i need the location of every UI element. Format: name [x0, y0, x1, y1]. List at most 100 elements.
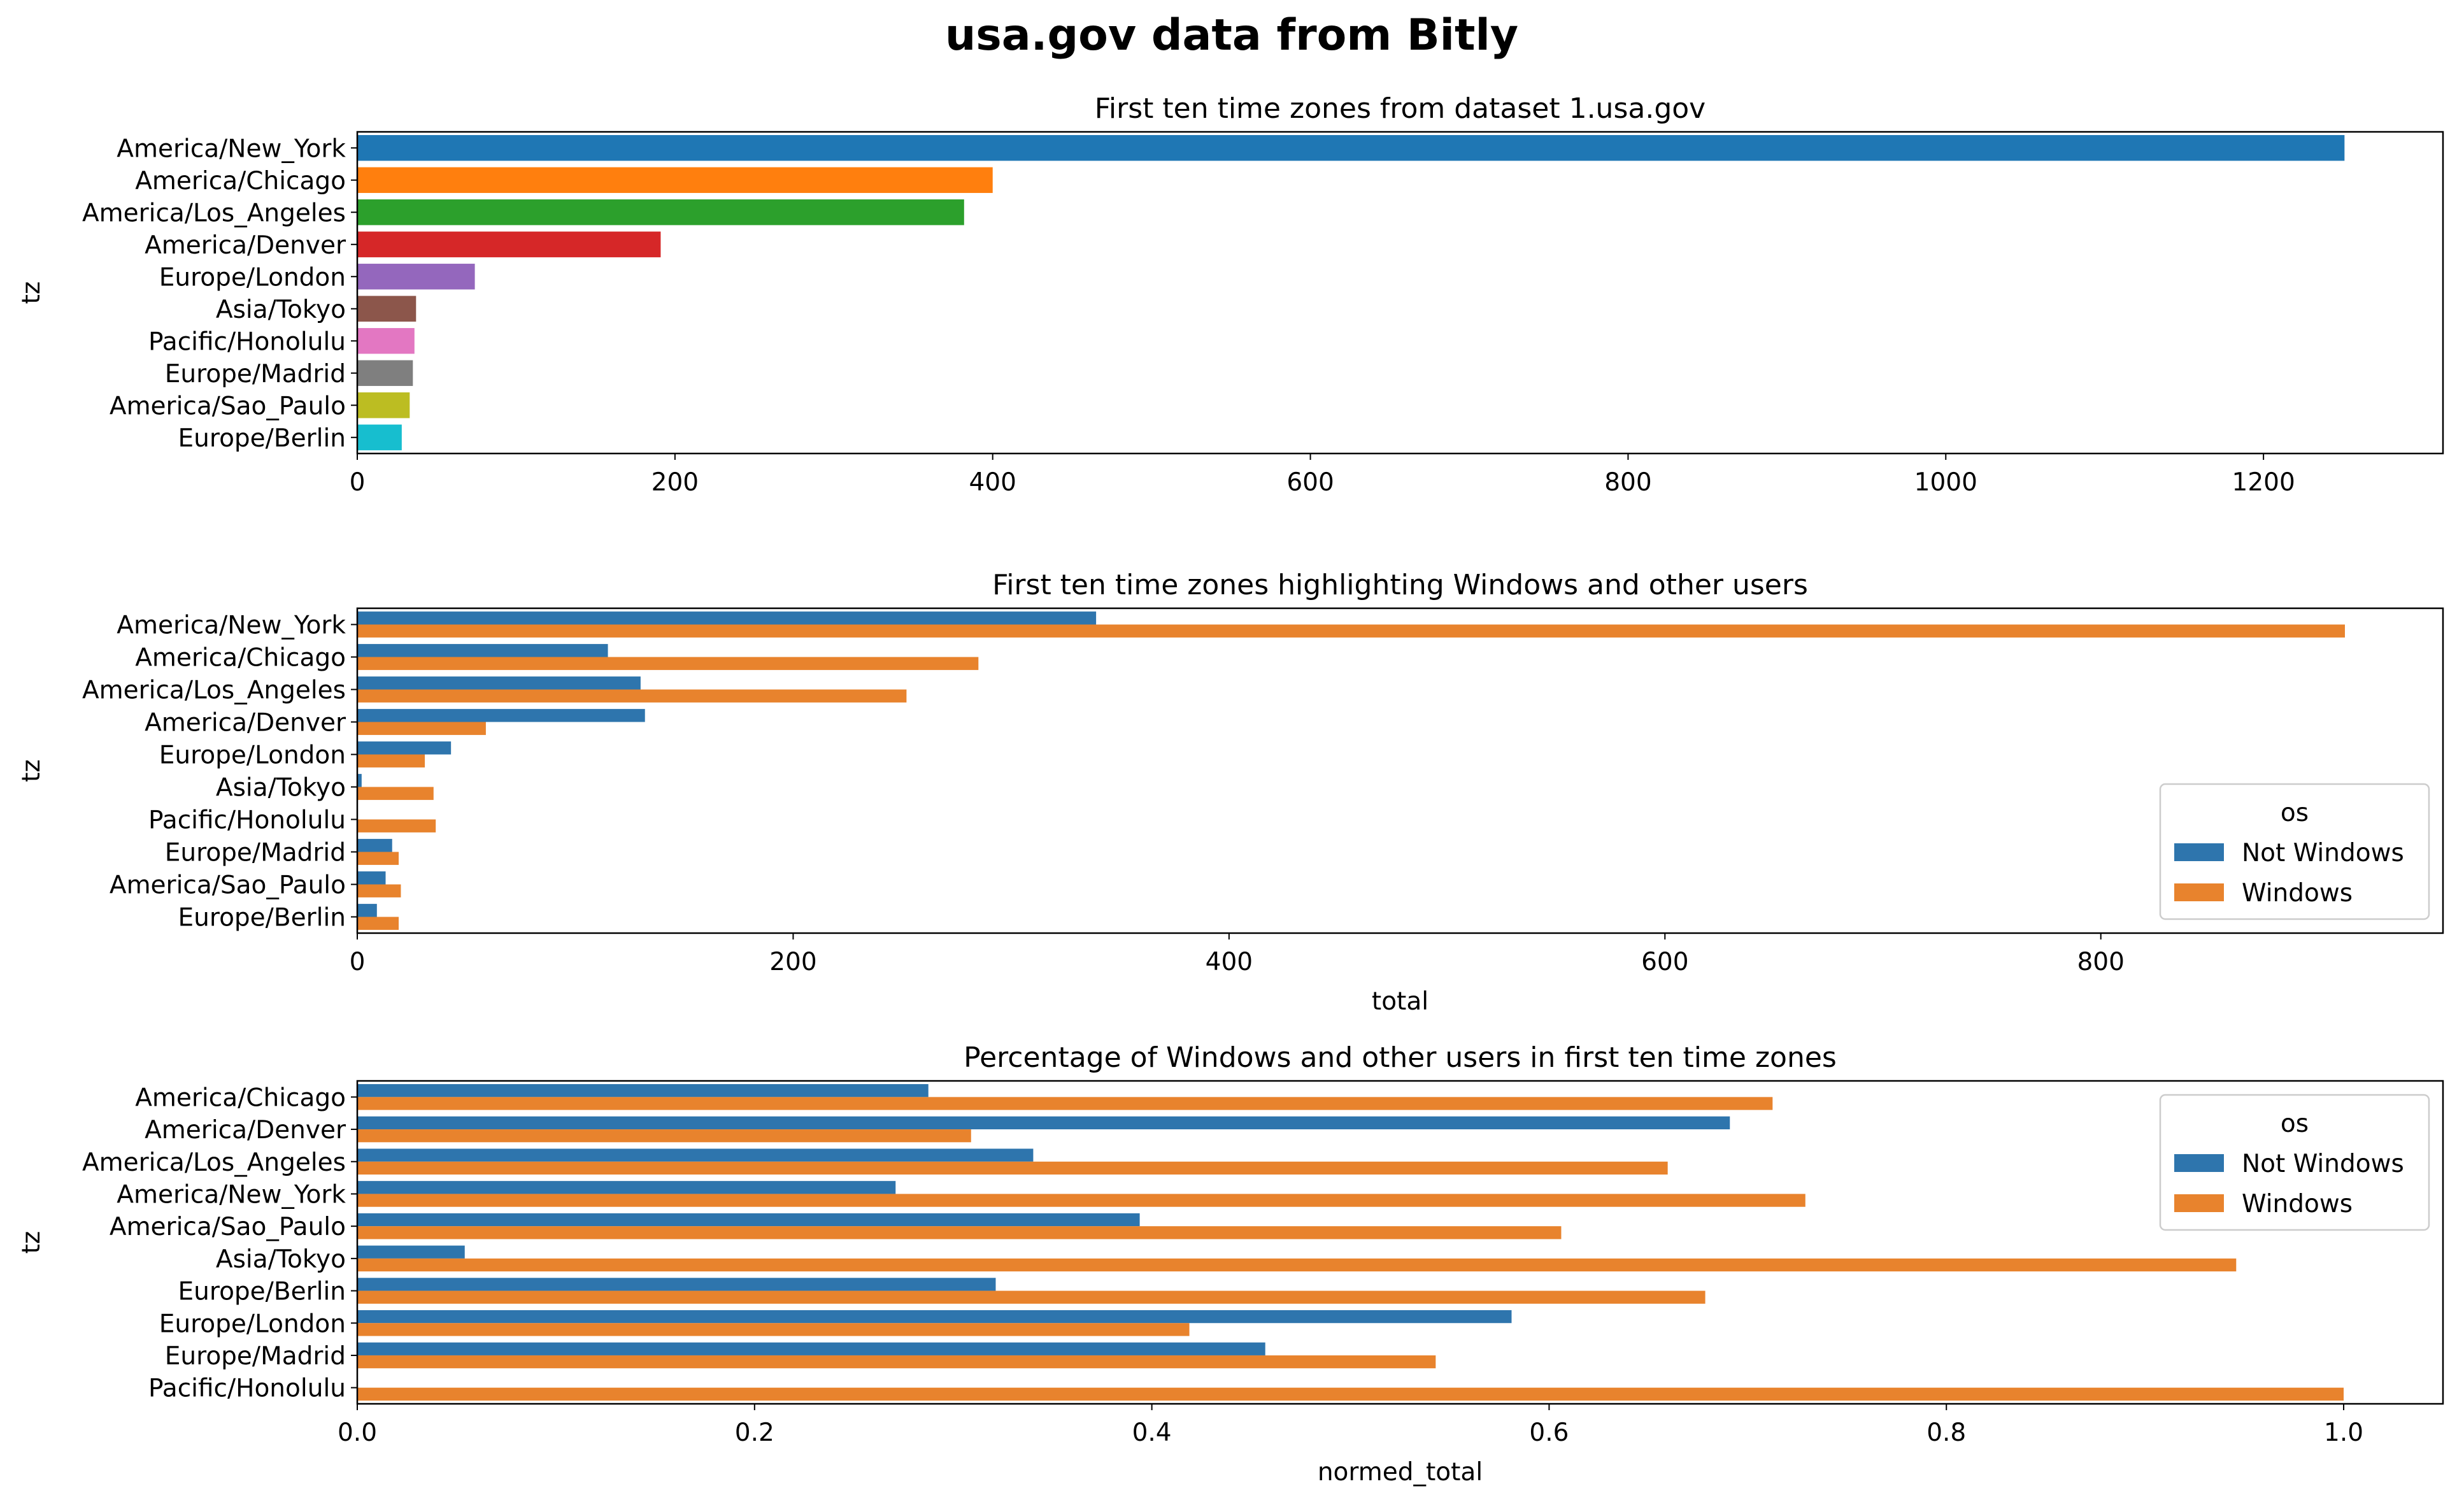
y-axis-label: tz [17, 282, 46, 304]
axes-title: Percentage of Windows and other users in… [964, 1041, 1837, 1074]
ytick-label-america-los-angeles: America/Los_Angeles [82, 1148, 346, 1177]
bar-windows-europe-london [357, 754, 425, 768]
xtick-label: 0 [350, 468, 366, 497]
ytick-label-america-new-york: America/New_York [117, 611, 346, 640]
bar-not-windows-europe-berlin [357, 904, 377, 917]
ytick-label-america-chicago: America/Chicago [135, 644, 346, 673]
bar-america-new-york [357, 135, 2345, 161]
legend-label-windows: Windows [2242, 879, 2353, 908]
bar-not-windows-america-new-york [357, 1181, 896, 1194]
bar-windows-europe-madrid [357, 852, 399, 865]
ytick-label-europe-madrid: Europe/Madrid [165, 1342, 346, 1371]
bar-windows-america-denver [357, 1129, 971, 1143]
bar-windows-america-sao-paulo [357, 884, 401, 897]
xtick-label: 200 [769, 948, 816, 976]
ytick-label-america-sao-paulo: America/Sao_Paulo [110, 392, 346, 420]
bar-windows-america-new-york [357, 1194, 1805, 1207]
legend: os Not Windows Windows [2159, 783, 2430, 920]
bar-not-windows-america-denver [357, 709, 645, 722]
bar-not-windows-america-chicago [357, 1084, 929, 1097]
ytick-label-pacific-honolulu: Pacific/Honolulu [148, 806, 346, 835]
bar-windows-america-chicago [357, 657, 979, 670]
xtick-label: 800 [2077, 948, 2124, 976]
xtick-label: 1000 [1914, 468, 1977, 497]
ytick-label-europe-berlin: Europe/Berlin [178, 424, 346, 453]
xtick-label: 400 [969, 468, 1016, 497]
xtick-label: 600 [1641, 948, 1688, 976]
bar-windows-pacific-honolulu [357, 1387, 2344, 1401]
chart-panel-3: Percentage of Windows and other users in… [17, 1041, 2444, 1487]
bar-windows-america-chicago [357, 1097, 1773, 1110]
bar-not-windows-america-sao-paulo [357, 871, 386, 885]
xtick-label: 0 [350, 948, 366, 976]
bar-america-sao-paulo [357, 392, 410, 418]
bar-not-windows-europe-madrid [357, 839, 392, 852]
xtick-label: 0.8 [1926, 1418, 1966, 1447]
xtick-label: 0.2 [735, 1418, 774, 1447]
ytick-label-america-new-york: America/New_York [117, 1180, 346, 1209]
bar-not-windows-america-los-angeles [357, 1148, 1034, 1162]
legend-label-not-windows: Not Windows [2242, 1150, 2404, 1178]
bar-europe-madrid [357, 360, 413, 386]
bar-not-windows-america-new-york [357, 611, 1097, 625]
legend-swatch-windows [2174, 883, 2224, 901]
ytick-label-america-sao-paulo: America/Sao_Paulo [110, 1213, 346, 1241]
xtick-label: 0.6 [1529, 1418, 1569, 1447]
ytick-label-europe-berlin: Europe/Berlin [178, 1278, 346, 1306]
legend: os Not Windows Windows [2159, 1094, 2430, 1231]
bar-not-windows-asia-tokyo [357, 1245, 465, 1259]
bar-not-windows-america-los-angeles [357, 676, 641, 690]
ytick-label-america-sao-paulo: America/Sao_Paulo [110, 871, 346, 900]
legend-swatch-not-windows [2174, 1154, 2224, 1172]
legend-swatch-windows [2174, 1194, 2224, 1212]
bar-europe-berlin [357, 424, 402, 450]
ytick-label-pacific-honolulu: Pacific/Honolulu [148, 1375, 346, 1403]
bar-windows-america-new-york [357, 624, 2346, 638]
figure-suptitle: usa.gov data from Bitly [945, 10, 1518, 61]
xtick-label: 0.4 [1132, 1418, 1172, 1447]
bar-asia-tokyo [357, 296, 417, 322]
ytick-label-america-denver: America/Denver [145, 709, 346, 738]
bar-europe-london [357, 264, 475, 290]
ytick-label-europe-madrid: Europe/Madrid [165, 839, 346, 868]
xtick-label: 600 [1286, 468, 1334, 497]
axes-frame [356, 131, 2444, 455]
bar-windows-america-los-angeles [357, 689, 907, 703]
xtick-label: 1.0 [2324, 1418, 2363, 1447]
ytick-label-america-chicago: America/Chicago [135, 1083, 346, 1112]
axes-title: First ten time zones highlighting Window… [992, 569, 1808, 601]
bar-windows-pacific-honolulu [357, 819, 436, 832]
bar-windows-america-denver [357, 722, 486, 735]
ytick-label-america-los-angeles: America/Los_Angeles [82, 199, 346, 227]
bar-not-windows-asia-tokyo [357, 774, 362, 787]
bar-windows-europe-berlin [357, 1290, 1706, 1304]
bar-america-los-angeles [357, 199, 964, 225]
bar-america-chicago [357, 167, 993, 193]
legend-title: os [2281, 799, 2309, 827]
axes-frame [356, 1080, 2444, 1405]
axes-frame [356, 607, 2444, 934]
chart-panels: First ten time zones from dataset 1.usa.… [17, 92, 2444, 1487]
ytick-label-europe-london: Europe/London [159, 263, 346, 292]
bar-windows-asia-tokyo [357, 1258, 2237, 1272]
ytick-label-america-denver: America/Denver [145, 231, 346, 260]
ytick-label-america-denver: America/Denver [145, 1116, 346, 1145]
ytick-label-europe-madrid: Europe/Madrid [165, 360, 346, 389]
ytick-label-asia-tokyo: Asia/Tokyo [216, 296, 346, 324]
ytick-label-asia-tokyo: Asia/Tokyo [216, 1245, 346, 1274]
legend-label-not-windows: Not Windows [2242, 839, 2404, 868]
legend-label-windows: Windows [2242, 1190, 2353, 1218]
ytick-label-europe-london: Europe/London [159, 1310, 346, 1338]
chart-panel-1: First ten time zones from dataset 1.usa.… [17, 92, 2444, 497]
bar-not-windows-europe-madrid [357, 1342, 1265, 1355]
bar-not-windows-europe-berlin [357, 1278, 996, 1291]
x-axis-label: normed_total [1318, 1458, 1483, 1487]
y-axis-label: tz [17, 1231, 46, 1254]
bar-windows-america-sao-paulo [357, 1226, 1562, 1239]
y-axis-label: tz [17, 759, 46, 782]
bar-windows-america-los-angeles [357, 1161, 1668, 1175]
ytick-label-america-chicago: America/Chicago [135, 167, 346, 196]
xtick-label: 1200 [2232, 468, 2295, 497]
bar-windows-europe-berlin [357, 917, 399, 930]
bar-not-windows-america-denver [357, 1116, 1730, 1130]
